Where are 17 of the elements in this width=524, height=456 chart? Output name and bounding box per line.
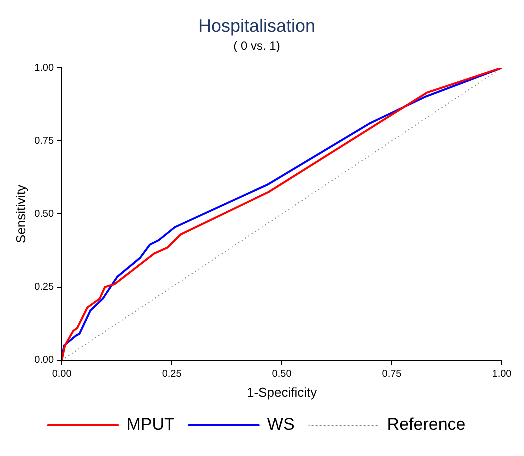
x-tick-label: 1.00 <box>492 369 512 380</box>
y-axis-title: Sensitivity <box>13 184 28 244</box>
x-tick-label: 0.00 <box>52 369 72 380</box>
legend-label: Reference <box>387 415 466 434</box>
legend-label: MPUT <box>126 415 175 434</box>
x-axis-title: 1-Specificity <box>246 384 318 400</box>
chart-subtitle: ( 0 vs. 1) <box>234 39 280 54</box>
y-tick-label: 0.25 <box>34 282 54 294</box>
y-tick-label: 1.00 <box>34 62 54 74</box>
y-tick-label: 0.00 <box>34 355 54 366</box>
x-tick-label: 0.75 <box>382 369 402 380</box>
x-tick-label: 0.25 <box>162 369 182 380</box>
chart-title: Hospitalisation <box>198 16 316 36</box>
legend-label: WS <box>267 415 295 434</box>
x-tick-label: 0.50 <box>272 369 292 380</box>
y-tick-label: 0.75 <box>34 136 54 147</box>
y-tick-label: 0.50 <box>34 208 54 220</box>
